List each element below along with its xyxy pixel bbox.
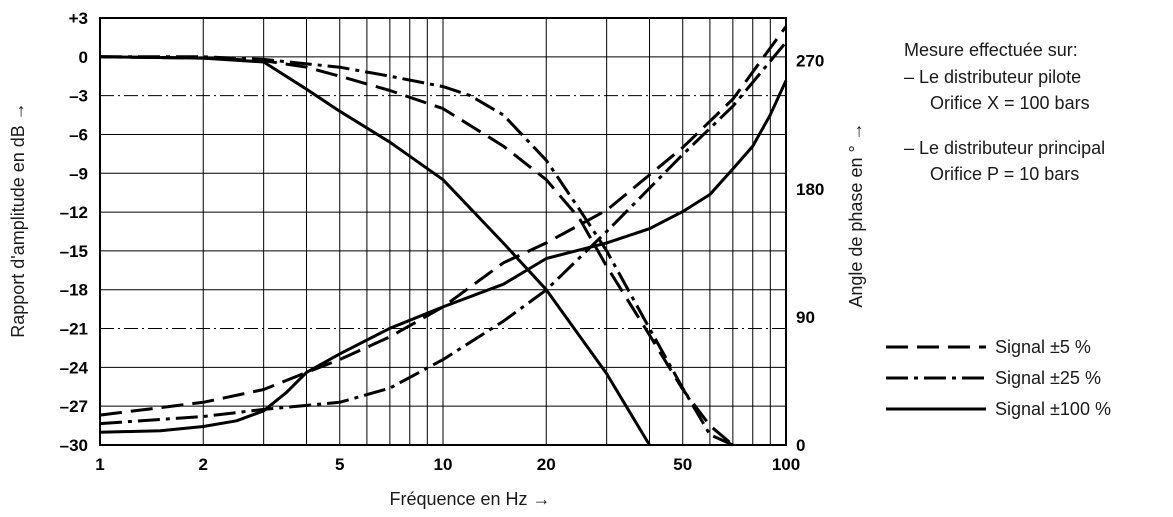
series-lines [99, 25, 788, 447]
note-item-pilot-detail: Orifice X = 100 bars [930, 93, 1090, 113]
legend-label-signal-100: Signal ±100 % [995, 399, 1111, 419]
right-tick-label: 270 [796, 52, 824, 71]
right-tick-label: 180 [796, 180, 824, 199]
series-line-phase-dashdot [99, 41, 788, 426]
plot-frame [99, 17, 787, 446]
right-tick-label: 0 [796, 436, 805, 455]
note-item-pilot: – Le distributeur pilote [904, 67, 1081, 87]
left-axis-label: Rapport d'amplitude en dB → [8, 102, 28, 338]
measurement-note: Mesure effectuée sur: – Le distributeur … [904, 40, 1105, 184]
legend-label-signal-5: Signal ±5 % [995, 337, 1091, 357]
left-tick-label: –27 [60, 397, 88, 416]
x-tick-label: 2 [199, 455, 208, 474]
x-tick-label: 50 [673, 455, 692, 474]
right-tick-label: 90 [796, 308, 815, 327]
x-tick-label: 5 [335, 455, 344, 474]
left-tick-label: –30 [60, 436, 88, 455]
left-tick-label: –3 [69, 87, 88, 106]
grid [100, 17, 786, 446]
series-line-phase-solid [99, 79, 788, 434]
left-tick-label: –21 [60, 320, 88, 339]
left-tick-label: –12 [60, 203, 88, 222]
left-tick-label: –15 [60, 242, 88, 261]
series-line-phase-dashed [99, 25, 788, 417]
x-tick-label: 10 [434, 455, 453, 474]
x-tick-label: 20 [537, 455, 556, 474]
x-tick-label: 1 [95, 455, 104, 474]
reference-lines [100, 95, 786, 330]
note-heading: Mesure effectuée sur: [904, 40, 1078, 60]
x-axis-label: Fréquence en Hz → [389, 489, 550, 509]
left-tick-label: –9 [69, 164, 88, 183]
x-tick-label: 100 [772, 455, 800, 474]
series-line-amplitude-dashed [99, 55, 734, 447]
left-tick-label: +3 [69, 9, 88, 28]
right-axis-label: Angle de phase en ° → [846, 122, 866, 307]
legend-label-signal-25: Signal ±25 % [995, 368, 1101, 388]
tick-labels: +30–3–6–9–12–15–18–21–24–27–302701809001… [60, 9, 825, 474]
legend: Signal ±5 % Signal ±25 % Signal ±100 % [886, 337, 1111, 419]
left-tick-label: –6 [69, 125, 88, 144]
left-tick-label: –18 [60, 281, 88, 300]
note-item-main-detail: Orifice P = 10 bars [930, 164, 1079, 184]
left-tick-label: 0 [79, 48, 88, 67]
left-tick-label: –24 [60, 358, 89, 377]
note-item-main: – Le distributeur principal [904, 138, 1105, 158]
series-line-amplitude-solid [99, 55, 651, 446]
